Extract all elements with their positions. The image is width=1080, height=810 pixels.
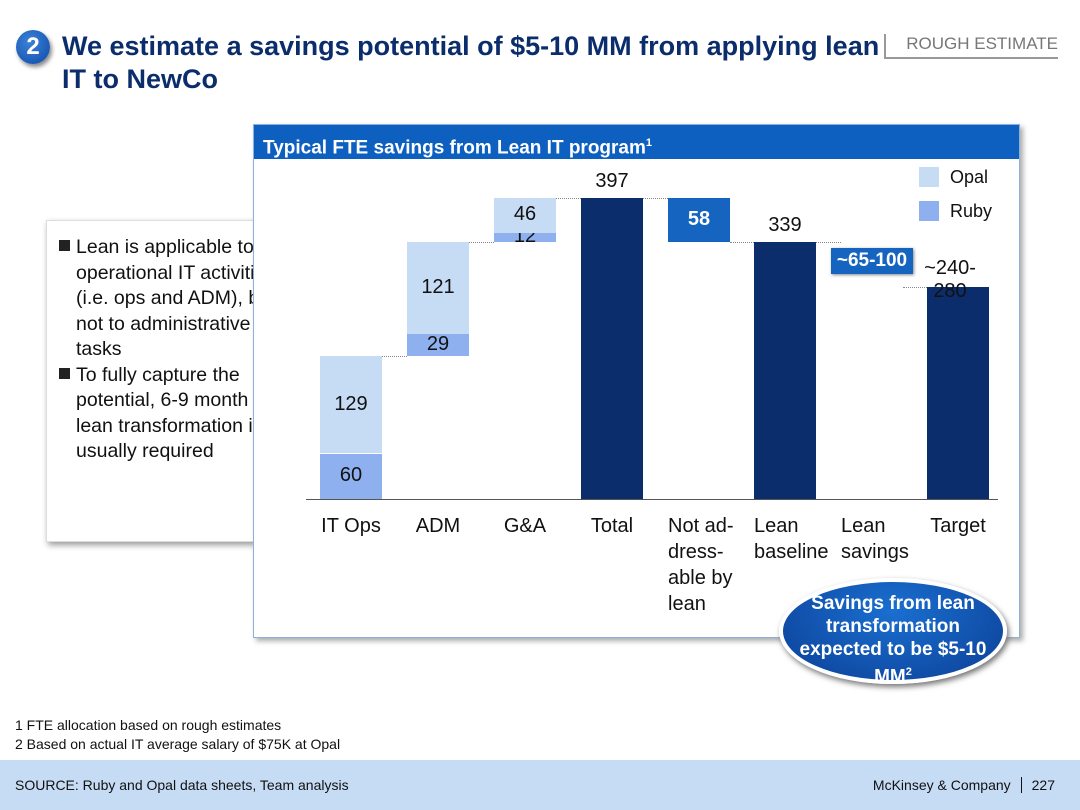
x-tick-label: Target [930,515,986,537]
rough-estimate-tag: ROUGH ESTIMATE [884,34,1058,59]
bullet-text: To fully capture the potential, 6-9 mont… [76,363,263,463]
bar-opal-0 [320,355,382,454]
bar-lean-baseline [754,241,816,499]
footnotes: 1 FTE allocation based on rough estimate… [15,716,340,754]
bullet-square-icon [59,240,70,251]
source-note: SOURCE: Ruby and Opal data sheets, Team … [15,777,349,793]
bar-ruby-1 [407,333,469,356]
bar-ruby-2 [494,232,556,242]
chart-panel: Typical FTE savings from Lean IT program… [253,124,1020,638]
legend-swatch-ruby [919,201,939,221]
bar-total [581,198,643,499]
company-name: McKinsey & Company [872,777,1011,793]
bar-opal-2-label: 46 [513,203,537,226]
target-value: ~240-280 [924,256,976,302]
legend-ruby: Ruby [950,201,993,221]
footnote: 1 FTE allocation based on rough estimate… [15,717,282,733]
bar-opal-1 [407,241,469,334]
chart-area: 60 129 29 121 12 46 397 58 339 ~65-100 ~240-280 IT … [254,125,1019,637]
legend-swatch-opal [919,167,939,187]
legend-opal: Opal [950,167,989,187]
callout-bullet: To fully capture the potential, 6-9 mont… [59,363,281,465]
footnote-ref: 1 [645,137,653,149]
connector-line [556,198,581,199]
footer-bar [0,760,1080,810]
callout-bullet: Lean is applicable to operational IT act… [59,235,281,363]
x-tick-label: Not ad- dress- able by lean [668,515,734,615]
x-tick-label: ADM [415,515,461,537]
savings-ellipse: Savings from lean transformation expecte… [779,578,1007,688]
x-tick-label: Lean savings [841,515,909,563]
connector-line [382,355,407,357]
connector-line [730,241,754,243]
bar-ruby-0-label: 60 [339,464,363,487]
company-page: McKinsey & Company 227 [873,777,1055,793]
connector-line [469,241,494,243]
x-axis [306,499,998,500]
section-number-badge: 2 [16,30,50,64]
page-title: We estimate a savings potential of $5-10… [62,31,880,94]
footnote-ref: 2 [905,666,912,678]
bar-not-addressable-label: 58 [687,207,711,230]
connector-line [903,286,927,288]
callout-box: Lean is applicable to operational IT act… [46,220,292,542]
page-number: 227 [1031,777,1055,793]
x-tick-label: IT Ops [321,515,381,537]
ellipse-text: Savings from lean transformation expecte… [799,593,987,688]
bar-not-addressable [668,198,730,242]
bar-target [927,286,989,499]
x-tick-label: Lean baseline [754,515,829,563]
lean-savings-box: ~65-100 [831,247,913,274]
connector-line [816,241,841,243]
bullet-text: Lean is applicable to operational IT act… [76,236,276,360]
bar-ruby-1-label: 29 [426,332,450,355]
x-tick-label: Total [590,515,634,537]
x-tick-label: G&A [503,515,547,537]
bullet-square-icon [59,367,70,379]
bar-ruby-0 [320,453,382,499]
chart-title: Typical FTE savings from Lean IT program… [254,125,1019,159]
bar-opal-0-label: 129 [334,392,368,415]
connector-line [643,198,668,199]
footnote: 2 Based on actual IT average salary of $… [15,736,341,752]
lean-baseline-value: 339 [768,213,802,236]
bar-opal-2 [494,198,556,233]
bar-opal-1-label: 121 [421,275,455,298]
chart-title-text: Typical FTE savings from Lean IT program [263,137,646,159]
total-value: 397 [595,170,629,192]
